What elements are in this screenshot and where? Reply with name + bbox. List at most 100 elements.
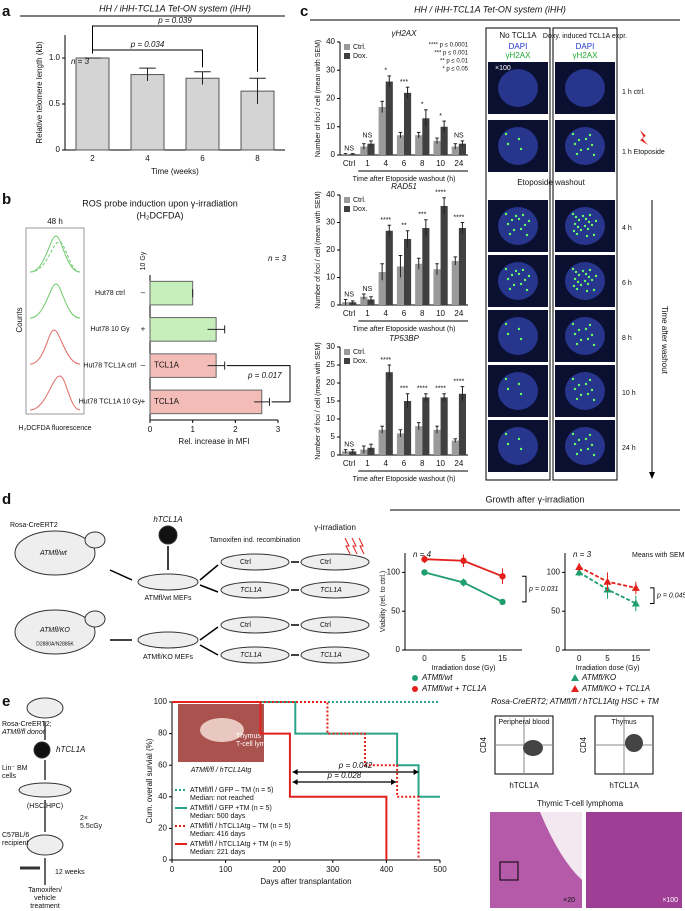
- dish: [137, 573, 199, 591]
- x-tick-label: 4: [383, 159, 388, 168]
- mouse-diagram: [14, 525, 370, 664]
- photo-label: Thymus: [236, 733, 261, 740]
- bar: [422, 118, 430, 155]
- category-label: Hut78 TCL1A 10 Gy: [79, 399, 142, 406]
- focus: [594, 274, 598, 278]
- legend-swatch: [344, 206, 350, 212]
- histology-title: Thymic T-cell lymphoma: [537, 799, 624, 808]
- stain-label: γH2AX: [573, 51, 599, 60]
- bar: [440, 126, 448, 155]
- bar: [378, 272, 386, 305]
- bar: [458, 393, 466, 455]
- x-tick-label: 100: [219, 865, 233, 874]
- flow-label: Peripheral blood: [499, 719, 550, 726]
- y-axis-label: Cum. overall survial (%): [145, 738, 154, 823]
- focus: [519, 447, 523, 451]
- time-label: 4 h: [622, 225, 632, 232]
- y-tick-label: 0: [163, 855, 168, 864]
- annotation: p = 0.031: [528, 586, 558, 593]
- x-tick-label: 8: [420, 309, 425, 318]
- recipient-label: C57BL/6: [2, 832, 29, 839]
- focus: [577, 328, 581, 332]
- nucleus: [565, 372, 605, 410]
- dish-label: Ctrl: [240, 559, 251, 566]
- recipient-label: recipient: [2, 840, 29, 847]
- dish-label: Ctrl: [320, 622, 331, 629]
- panel-label: d: [2, 491, 11, 508]
- x-tick-label: Ctrl: [343, 159, 356, 168]
- x-tick-label: 5: [605, 654, 610, 663]
- y-tick-label: 5: [331, 432, 336, 441]
- focus: [519, 282, 523, 286]
- chart-title: RAD51: [391, 182, 417, 191]
- growth-header: Growth after γ-irradiation: [485, 494, 584, 504]
- row-label: 1 h Etoposide: [622, 149, 665, 156]
- legend-swatch: [344, 197, 350, 203]
- x-tick-label: 10: [436, 309, 445, 318]
- significance: NS: [363, 286, 373, 293]
- significance: NS: [454, 133, 464, 140]
- focus: [577, 383, 581, 387]
- y-tick-label: 20: [326, 378, 335, 387]
- x-tick-label: 0: [170, 865, 175, 874]
- histogram-y-label: Counts: [15, 307, 24, 332]
- flow-x-label: hTCL1A: [509, 781, 539, 790]
- focus: [584, 217, 588, 221]
- legend-label: Dox.: [353, 206, 367, 213]
- x-tick-label: 300: [326, 865, 340, 874]
- vector-label: hTCL1A: [153, 515, 182, 524]
- legend-label: ATMfl/wt + TCL1A: [421, 684, 487, 693]
- time-label: 6 h: [622, 280, 632, 287]
- x-tick-label: 8: [420, 459, 425, 468]
- focus: [586, 227, 590, 231]
- focus: [572, 284, 576, 288]
- focus: [579, 448, 583, 452]
- dish: [300, 581, 370, 599]
- flow-plots: [494, 715, 654, 775]
- y-tick-label: 0: [56, 145, 61, 154]
- bar: [185, 77, 220, 151]
- x-tick-label: 3: [276, 425, 281, 434]
- histology-detail: [540, 812, 582, 880]
- flow-y-label: CD4: [579, 736, 588, 753]
- focus: [584, 382, 588, 386]
- x-axis-label: Time after Etoposide washout (h): [353, 326, 456, 333]
- bar: [396, 266, 404, 305]
- mouse-head: [84, 531, 106, 549]
- x-tick-label: 0: [577, 654, 582, 663]
- focus: [579, 228, 583, 232]
- treatment-label: –: [141, 288, 146, 297]
- y-tick-label: 30: [326, 342, 335, 351]
- bar: [422, 228, 430, 305]
- flow-y-label: CD4: [479, 736, 488, 753]
- annotation: n = 3: [573, 550, 592, 559]
- legend-label: ATMfl/fl / hTCL1Atg – TM (n = 5): [190, 823, 291, 830]
- significance: ****: [380, 357, 391, 364]
- y-tick-label: 25: [326, 360, 335, 369]
- y-tick-label: 80: [158, 729, 167, 738]
- bar: [367, 143, 375, 155]
- panel-label: b: [2, 191, 11, 208]
- annotation: p = 0.039: [157, 16, 192, 25]
- marker: [499, 573, 506, 580]
- marker: [460, 579, 467, 586]
- x-tick-label: 1: [365, 159, 370, 168]
- treatment-label: treatment: [30, 903, 60, 910]
- dish-label: Ctrl: [240, 622, 251, 629]
- bar: [378, 429, 386, 455]
- focus: [572, 229, 576, 233]
- focus: [504, 322, 508, 326]
- y-tick-label: 0: [556, 645, 561, 654]
- chart-title: TP53BP: [389, 334, 419, 343]
- y-tick-label: 30: [326, 65, 335, 74]
- focus: [573, 442, 577, 446]
- cells-label: (HSC/HPC): [27, 803, 63, 810]
- panel-label: c: [300, 3, 308, 20]
- x-axis-label: Time (weeks): [151, 167, 199, 176]
- x-tick-label: 5: [461, 654, 466, 663]
- bar: [75, 57, 110, 151]
- focus: [519, 337, 523, 341]
- focus: [521, 213, 525, 217]
- marker: [631, 599, 640, 607]
- histogram-curve: [29, 241, 81, 273]
